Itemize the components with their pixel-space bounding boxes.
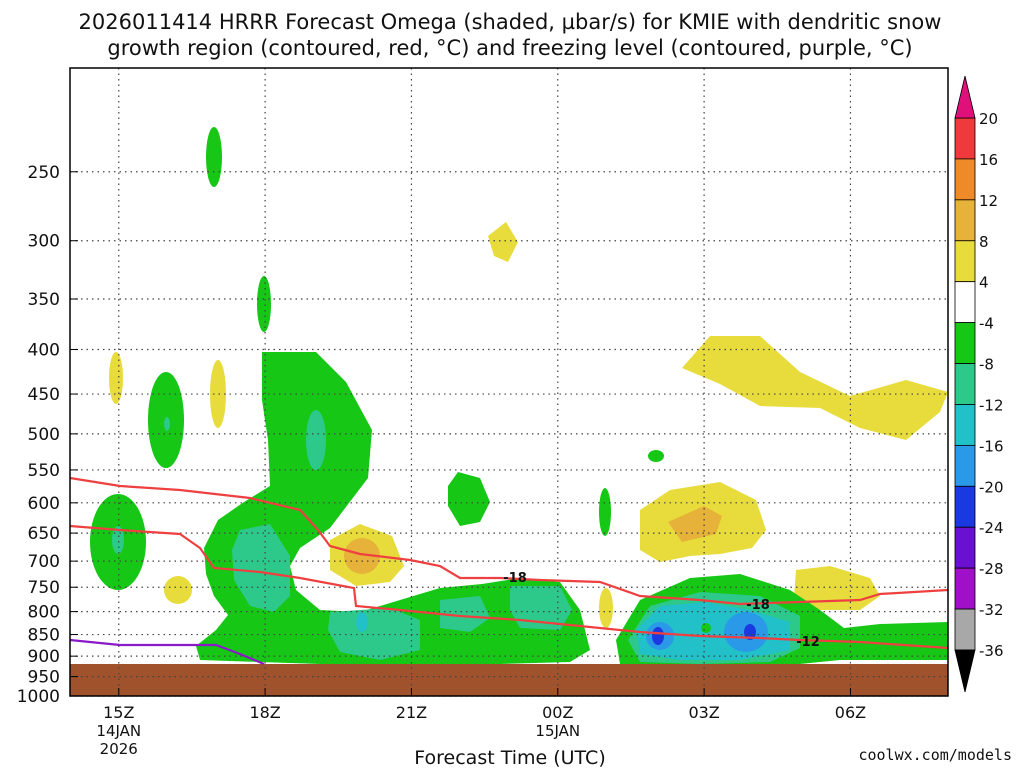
colorbar-label: -32 [979,601,1004,619]
y-tick-label: 1000 [17,687,60,707]
colorbar-band [954,444,976,487]
omega-region [257,276,271,332]
colorbar-label: -4 [979,315,994,333]
y-tick-label: 850 [28,626,60,646]
omega-region [109,352,123,404]
colorbar-label: -8 [979,356,994,374]
contour-label: -18 [746,598,770,613]
colorbar-band [954,526,976,569]
colorbar-label: -36 [979,642,1004,660]
x-tick-date: 15JAN [535,722,580,740]
chart-title-line1: 2026011414 HRRR Forecast Omega (shaded, … [79,10,942,34]
y-tick-label: 400 [28,341,60,361]
y-tick-label: 450 [28,385,60,405]
chart-grid [70,68,948,697]
colorbar-band [954,240,976,283]
colorbar-label: 8 [979,233,989,251]
colorbar-label: 20 [979,110,998,128]
contour-label: -18 [503,571,527,586]
omega-region [682,336,948,440]
y-tick-label: 900 [28,647,60,667]
x-tick-label: 03Z [688,703,719,722]
x-tick-label: 18Z [249,703,280,722]
x-tick-year: 2026 [100,740,138,758]
omega-region [448,472,490,526]
omega-region [701,623,711,633]
y-tick-label: 600 [28,494,60,514]
colorbar-band [954,404,976,446]
omega-region [232,524,290,612]
omega-region [206,127,222,187]
omega-region [196,352,590,664]
x-tick-label: 00Z [542,703,573,722]
plot-frame [69,67,949,697]
omega-region [648,450,664,462]
colorbar-band [954,608,976,651]
chart-title-line2: growth region (contoured, red, °C) and f… [107,36,912,60]
colorbar-label: -28 [979,560,1004,578]
omega-region [210,360,226,428]
colorbar-label: 16 [979,151,998,169]
x-tick-label: 21Z [396,703,427,722]
omega-region [599,588,613,628]
colorbar-band [954,567,976,610]
colorbar: 20 16 12 8 4 -4 -8 -12 -16 -20 -24 -28 -32 -36 [954,75,1004,693]
colorbar-label: 12 [979,192,998,210]
x-tick-label: 15Z [103,703,134,722]
colorbar-label: -16 [979,437,1004,455]
watermark: coolwx.com/models [858,746,1012,764]
colorbar-label: -12 [979,396,1004,414]
y-tick-label: 300 [28,232,60,252]
freezing-level-contour [69,638,265,666]
omega-region [599,488,611,536]
omega-region [344,538,380,574]
y-tick-label: 250 [28,163,60,183]
colorbar-band [954,158,976,201]
colorbar-label: 4 [979,274,989,292]
dgz-contour-minus12-lower [69,524,949,650]
dgz-contour-minus12-upper [69,476,949,606]
omega-region [356,612,368,632]
colorbar-top-arrow [954,75,976,119]
omega-region [306,410,326,470]
omega-region [744,624,756,640]
colorbar-bottom-arrow [954,649,976,693]
colorbar-label: -24 [979,519,1004,537]
omega-region [164,576,192,604]
y-tick-label: 500 [28,425,60,445]
y-tick-label: 350 [28,290,60,310]
x-tick-label: 06Z [835,703,866,722]
ground-surface [70,664,948,696]
x-axis-label: Forecast Time (UTC) [414,747,605,768]
omega-region [488,222,518,262]
colorbar-label: -20 [979,478,1004,496]
omega-region [164,417,170,431]
omega-region [510,586,572,630]
colorbar-band [954,363,976,405]
y-tick-label: 750 [28,578,60,598]
y-tick-label: 550 [28,461,60,481]
y-tick-label: 700 [28,552,60,572]
colorbar-band [954,199,976,242]
temperature-contours: -18 -18 -12 [69,476,949,666]
contour-label: -12 [796,635,820,650]
y-axis-ticks: 2503003504004505005506006507007508008509… [17,163,78,707]
omega-shading [90,127,948,666]
colorbar-band [954,117,976,160]
colorbar-band [954,485,976,528]
x-tick-date: 14JAN [96,722,141,740]
colorbar-band [954,322,976,364]
omega-region [652,627,664,645]
omega-region [440,596,490,632]
y-tick-label: 650 [28,524,60,544]
y-tick-label: 950 [28,668,60,688]
y-tick-label: 800 [28,603,60,623]
colorbar-band [954,281,976,324]
